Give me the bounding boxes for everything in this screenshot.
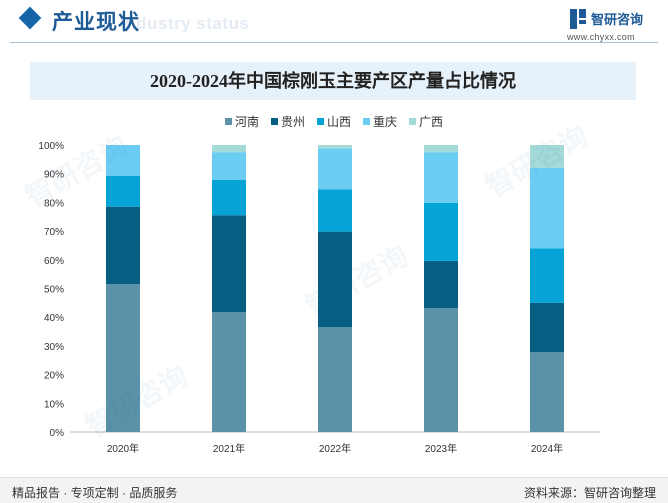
- y-tick-label: 90%: [44, 170, 64, 181]
- y-tick-label: 40%: [44, 313, 64, 324]
- legend-swatch: [363, 117, 370, 125]
- brand-mark-icon: [570, 9, 586, 29]
- section-header: Industry status 产业现状 智研咨询 www.chyxx.com: [0, 0, 668, 44]
- bar-segment: [424, 152, 458, 203]
- bar-segment: [530, 248, 564, 303]
- legend-swatch: [409, 117, 417, 125]
- stacked-bar-chart: 0% 10% 20% 30% 40% 50% 60% 70% 80% 90% 100% 2020年 20…: [38, 141, 600, 455]
- legend-label: 贵州: [280, 114, 305, 129]
- bar-segment: [212, 312, 246, 432]
- bar-segment: [318, 148, 352, 190]
- header-divider: [10, 42, 658, 43]
- chart-title-band: 2020-2024年中国棕刚玉主要产区产量占比情况: [30, 62, 636, 100]
- legend-label: 重庆: [373, 114, 398, 129]
- x-tick-label: 2024年: [531, 442, 563, 455]
- legend-item: 山西: [316, 112, 351, 130]
- bar-segment: [106, 206, 140, 285]
- chart-legend: 河南 贵州 山西 重庆 广西: [0, 112, 668, 130]
- y-tick-label: 80%: [44, 198, 64, 209]
- brand-name: 智研咨询: [591, 12, 644, 27]
- y-tick-label: 0%: [50, 428, 65, 439]
- y-tick-label: 30%: [44, 342, 64, 353]
- section-title: 产业现状: [52, 11, 140, 34]
- legend-swatch: [316, 117, 324, 125]
- bar-segment: [530, 145, 564, 168]
- legend-label: 河南: [234, 114, 259, 129]
- legend-swatch: [270, 117, 278, 125]
- page-footer: 精品报告 · 专项定制 · 品质服务 资料来源：智研咨询整理: [0, 477, 668, 503]
- legend-label: 广西: [419, 114, 444, 129]
- x-tick-label: 2023年: [425, 442, 457, 455]
- y-tick-label: 100%: [38, 141, 64, 152]
- footer-tagline: 精品报告 · 专项定制 · 品质服务: [12, 486, 178, 500]
- bar-segment: [424, 308, 458, 432]
- legend-item: 河南: [224, 112, 259, 130]
- y-tick-label: 20%: [44, 371, 64, 382]
- bar-segment: [530, 302, 564, 353]
- bar-segment: [318, 231, 352, 328]
- bar-segment: [530, 352, 564, 432]
- bar-segment: [424, 145, 458, 153]
- bar-segment: [424, 260, 458, 309]
- bar-segment: [106, 175, 140, 207]
- bar-segment: [212, 215, 246, 313]
- x-tick-label: 2020年: [107, 442, 139, 455]
- y-tick-label: 10%: [44, 399, 64, 410]
- legend-label: 山西: [326, 114, 351, 129]
- section-subtitle: Industry status: [120, 14, 250, 33]
- bar-segment: [318, 145, 352, 149]
- legend-item: 贵州: [270, 112, 305, 130]
- bar-segment: [530, 167, 564, 249]
- legend-swatch: [224, 117, 232, 125]
- data-source: 资料来源：智研咨询整理: [523, 486, 656, 500]
- y-tick-label: 60%: [44, 256, 64, 267]
- brand-logo: 智研咨询 www.chyxx.com: [565, 6, 665, 42]
- bar-segment: [212, 180, 246, 216]
- x-tick-label: 2021年: [213, 442, 245, 455]
- bar-segment: [106, 284, 140, 432]
- legend-item: 广西: [409, 112, 443, 130]
- bar-segment: [212, 152, 246, 181]
- brand-url: www.chyxx.com: [567, 32, 635, 42]
- bar-segment: [106, 145, 140, 176]
- bar-segment: [318, 327, 352, 432]
- chart-title: 2020-2024年中国棕刚玉主要产区产量占比情况: [150, 71, 516, 91]
- y-tick-label: 50%: [44, 285, 64, 296]
- bar-segment: [424, 202, 458, 261]
- y-tick-label: 70%: [44, 227, 64, 238]
- x-tick-label: 2022年: [319, 442, 351, 455]
- legend-item: 重庆: [363, 112, 397, 130]
- bar-segment: [212, 145, 246, 153]
- bar-segment: [318, 189, 352, 232]
